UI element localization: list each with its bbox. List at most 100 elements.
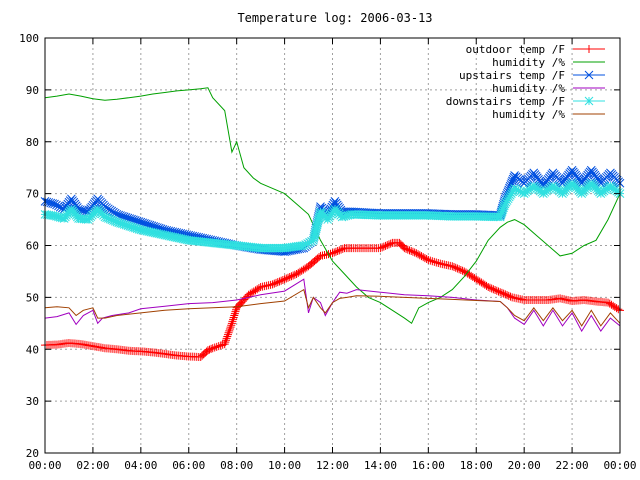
data-point [102,213,111,223]
data-point [127,222,136,232]
x-tick-label: 08:00 [220,459,253,472]
data-point [497,208,506,218]
legend-label: downstairs temp /F [446,95,565,108]
data-point [470,274,479,283]
data-point [225,324,234,333]
plot-area [40,87,625,362]
series-line [44,87,621,325]
data-point [426,256,435,265]
data-point [251,286,260,295]
data-point [453,264,462,273]
data-point [330,248,339,257]
data-point [273,278,282,287]
series-1 [41,238,624,362]
data-point [412,249,421,258]
data-point [337,212,347,222]
data-point [216,341,225,350]
data-point [249,287,258,296]
data-point [402,244,411,253]
data-point [125,221,135,231]
data-point [275,277,284,286]
data-point [408,247,417,256]
data-point [220,340,229,349]
data-point [282,274,291,283]
data-point [501,290,510,299]
data-point [223,330,232,339]
data-point [495,212,505,222]
data-point [303,239,312,248]
data-point [268,280,277,289]
x-tick-label: 04:00 [124,459,157,472]
data-point [337,245,346,254]
data-point [410,248,419,257]
data-point [610,303,619,312]
data-point [512,185,521,194]
data-point [407,247,416,256]
y-tick-label: 100 [19,32,39,45]
data-point [341,211,351,221]
data-point [130,223,140,233]
data-point [515,187,525,196]
data-point [450,262,459,271]
data-point [386,239,395,248]
data-point [254,284,263,293]
data-point [381,241,390,250]
y-tick-label: 40 [26,343,39,356]
data-point [123,221,133,231]
data-point [203,346,212,355]
data-point [343,211,353,220]
grid [45,38,620,453]
data-point [299,241,309,250]
data-point [118,219,127,229]
data-point [54,212,63,222]
y-tick-label: 60 [26,240,39,253]
legend-item: outdoor temp /F [466,43,605,56]
data-point [492,286,501,295]
data-point [472,275,481,284]
data-point [497,288,506,297]
data-point [420,254,429,263]
series-6 [44,288,621,327]
data-point [496,288,505,297]
data-point [224,328,233,337]
data-point [270,279,279,288]
data-point [129,223,138,232]
data-point [484,283,493,291]
y-tick-label: 80 [26,136,39,149]
data-point [494,287,503,296]
data-point [482,281,491,290]
data-point [378,243,387,252]
data-point [455,265,464,274]
data-point [475,277,484,286]
data-point [497,207,507,216]
data-point [301,240,311,249]
data-point [331,247,340,256]
data-point [103,214,113,223]
y-tick-label: 70 [26,188,39,201]
data-point [468,272,477,281]
data-point [473,276,482,285]
x-tick-label: 06:00 [172,459,205,472]
legend-label: humidity /% [492,108,565,121]
data-point [272,278,281,287]
data-point [222,334,231,343]
x-tick-label: 20:00 [508,459,541,472]
data-point [584,96,594,106]
data-point [229,315,238,324]
chart-title: Temperature log: 2006-03-13 [237,11,432,25]
data-point [277,276,286,285]
data-point [305,238,314,247]
data-point [460,267,469,276]
data-point [229,313,238,322]
y-tick-label: 90 [26,84,39,97]
data-point [335,246,344,255]
data-point [376,244,385,253]
data-point [458,266,467,275]
x-tick-label: 02:00 [76,459,109,472]
y-tick-label: 50 [26,291,39,304]
data-point [210,343,219,352]
data-point [285,272,294,281]
data-point [499,201,509,211]
series-2 [44,87,621,325]
data-point [280,275,289,284]
